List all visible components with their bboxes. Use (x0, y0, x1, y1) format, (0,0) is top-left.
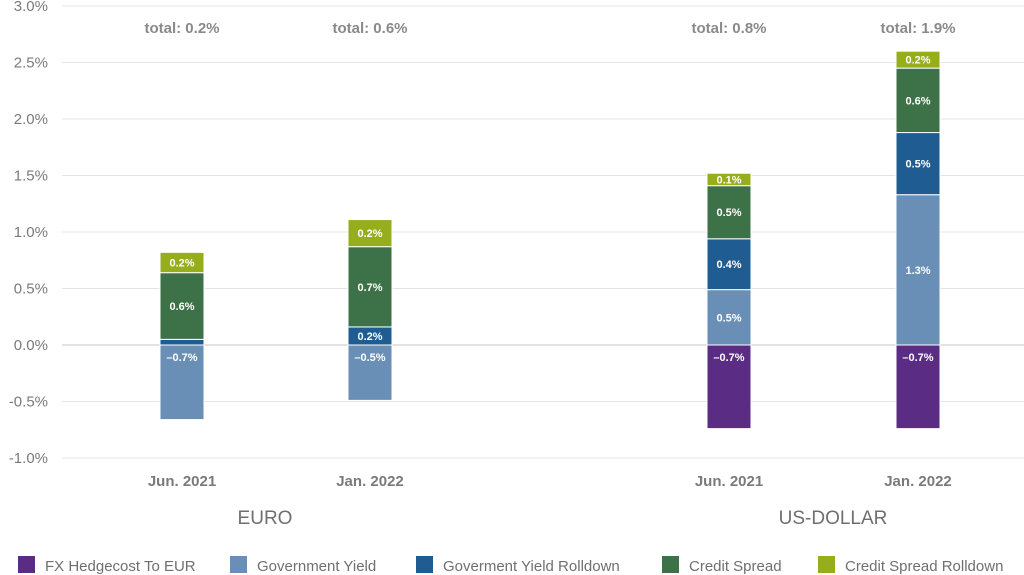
data-label: 0.2% (357, 228, 382, 240)
legend-item: Goverment Yield Rolldown (416, 556, 620, 575)
bar-segment (159, 272, 205, 340)
group-labels: EURO US-DOLLAR (238, 508, 888, 529)
bar-stack: –0.7% 0.5% 0.4% 0.5% 0.1% (706, 172, 752, 430)
group-label: US-DOLLAR (779, 508, 888, 529)
data-label: 0.5% (716, 312, 741, 324)
y-tick-label: -1.0% (9, 450, 48, 467)
bar-segment (895, 50, 941, 69)
total-label: total: 0.8% (691, 20, 766, 37)
data-label: 0.6% (169, 301, 194, 313)
bar-segment (895, 67, 941, 134)
bar-segment (895, 132, 941, 196)
legend-swatch (416, 556, 433, 573)
data-label: 0.4% (716, 259, 741, 271)
total-label: total: 1.9% (880, 20, 955, 37)
bar-segment (706, 344, 752, 430)
x-axis: Jun. 2021 Jan. 2022 Jun. 2021 Jan. 2022 (148, 473, 952, 490)
bar-stack: –0.7% 1.3% 0.5% 0.6% 0.2% (895, 50, 941, 430)
legend-label: Credit Spread Rolldown (845, 558, 1003, 575)
data-label: –0.7% (902, 352, 933, 364)
bar-stack: –0.5% 0.2% 0.7% 0.2% (347, 219, 393, 401)
bar-segment (159, 251, 205, 274)
legend-item: Credit Spread Rolldown (818, 556, 1003, 575)
data-label: 0.2% (905, 55, 930, 67)
legend-swatch (662, 556, 679, 573)
legend-item: FX Hedgecost To EUR (18, 556, 196, 575)
legend-item: Government Yield (230, 556, 376, 575)
legend-label: Credit Spread (689, 558, 782, 575)
legend-item: Credit Spread (662, 556, 782, 575)
y-tick-label: 3.0% (14, 0, 48, 15)
bar-segment (159, 338, 205, 346)
legend: FX Hedgecost To EUR Government Yield Gover… (18, 556, 1003, 575)
x-tick-label: Jun. 2021 (695, 473, 763, 490)
y-tick-label: 2.0% (14, 111, 48, 128)
y-tick-label: 2.5% (14, 55, 48, 72)
bar-segment (706, 185, 752, 240)
total-label: total: 0.6% (332, 20, 407, 37)
bar-segment (895, 344, 941, 430)
legend-label: Goverment Yield Rolldown (443, 558, 620, 575)
y-tick-label: 1.5% (14, 168, 48, 185)
y-axis: -1.0% -0.5% 0.0% 0.5% 1.0% 1.5% 2.0% 2.5% 3.0% (9, 0, 48, 467)
bar-segment (347, 219, 393, 248)
x-tick-label: Jan. 2022 (884, 473, 952, 490)
data-label: 0.7% (357, 282, 382, 294)
gridlines (62, 5, 1024, 459)
data-label: 0.5% (716, 207, 741, 219)
data-label: 0.2% (169, 258, 194, 270)
bar-segment (159, 344, 205, 421)
data-label: 0.1% (716, 174, 741, 186)
data-label: 0.2% (357, 331, 382, 343)
total-labels: total: 0.2% total: 0.6% total: 0.8% total: … (144, 20, 955, 37)
group-label: EURO (238, 508, 293, 529)
data-label: –0.7% (713, 352, 744, 364)
bar-segment (706, 172, 752, 187)
y-tick-label: 0.0% (14, 337, 48, 354)
legend-swatch (818, 556, 835, 573)
legend-label: FX Hedgecost To EUR (45, 558, 196, 575)
bar-segment (706, 238, 752, 291)
bar-segment (895, 194, 941, 346)
total-label: total: 0.2% (144, 20, 219, 37)
data-label: 1.3% (905, 265, 930, 277)
y-tick-label: -0.5% (9, 394, 48, 411)
bar-stacks: –0.7% 0.6% 0.2% –0.5% 0.2% 0.7% 0.2% –0.7% 0.5% 0… (159, 50, 941, 430)
legend-label: Government Yield (257, 558, 376, 575)
data-label: –0.7% (166, 352, 197, 364)
y-tick-label: 0.5% (14, 281, 48, 298)
bar-segment (347, 246, 393, 328)
legend-swatch (18, 556, 35, 573)
y-tick-label: 1.0% (14, 224, 48, 241)
bar-stack: –0.7% 0.6% 0.2% (159, 251, 205, 421)
data-label: 0.5% (905, 159, 930, 171)
x-tick-label: Jan. 2022 (336, 473, 404, 490)
legend-swatch (230, 556, 247, 573)
data-label: 0.6% (905, 95, 930, 107)
data-label: –0.5% (354, 352, 385, 364)
x-tick-label: Jun. 2021 (148, 473, 216, 490)
